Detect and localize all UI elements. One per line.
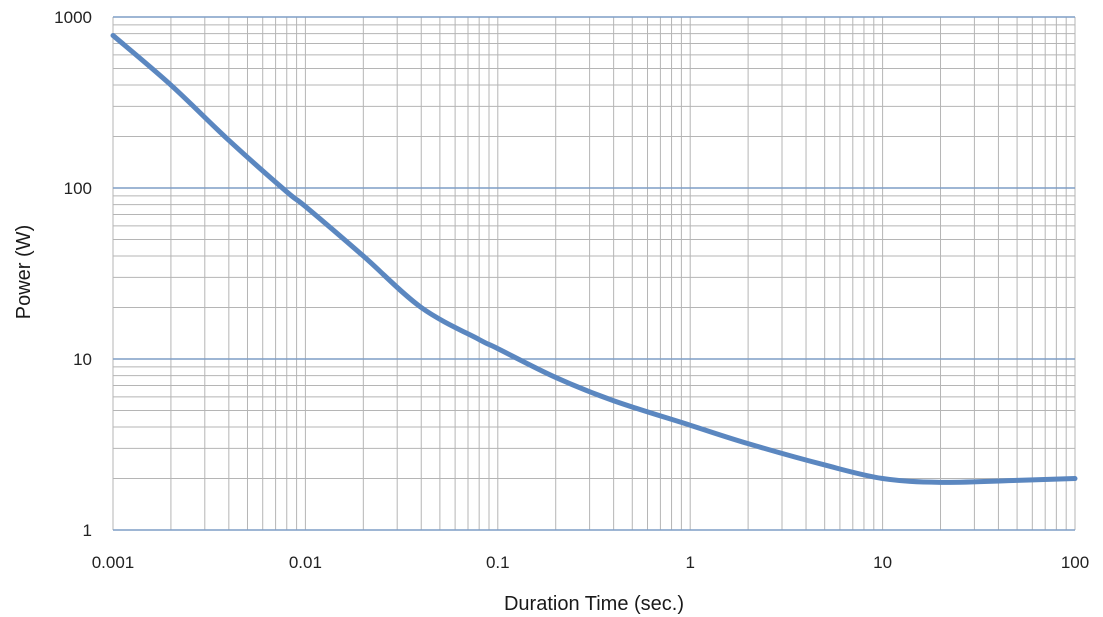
x-tick-label: 1 bbox=[685, 553, 694, 572]
x-tick-label: 10 bbox=[873, 553, 892, 572]
x-tick-label: 0.001 bbox=[92, 553, 135, 572]
y-tick-label: 10 bbox=[73, 350, 92, 369]
y-tick-label: 100 bbox=[64, 179, 92, 198]
series-line-0 bbox=[110, 32, 1078, 485]
x-tick-label: 0.01 bbox=[289, 553, 322, 572]
plot-area bbox=[110, 32, 1078, 485]
x-tick-label: 0.1 bbox=[486, 553, 510, 572]
x-axis-ticks: 0.001 0.01 0.1 1 10 100 bbox=[92, 553, 1089, 572]
y-tick-label: 1 bbox=[83, 521, 92, 540]
y-axis-ticks: 1 10 100 1000 bbox=[54, 8, 92, 540]
y-axis-title: Power (W) bbox=[13, 225, 35, 319]
y-tick-label: 1000 bbox=[54, 8, 92, 27]
x-axis-title: Duration Time (sec.) bbox=[504, 593, 684, 615]
grid bbox=[112, 16, 1076, 531]
x-tick-label: 100 bbox=[1061, 553, 1089, 572]
